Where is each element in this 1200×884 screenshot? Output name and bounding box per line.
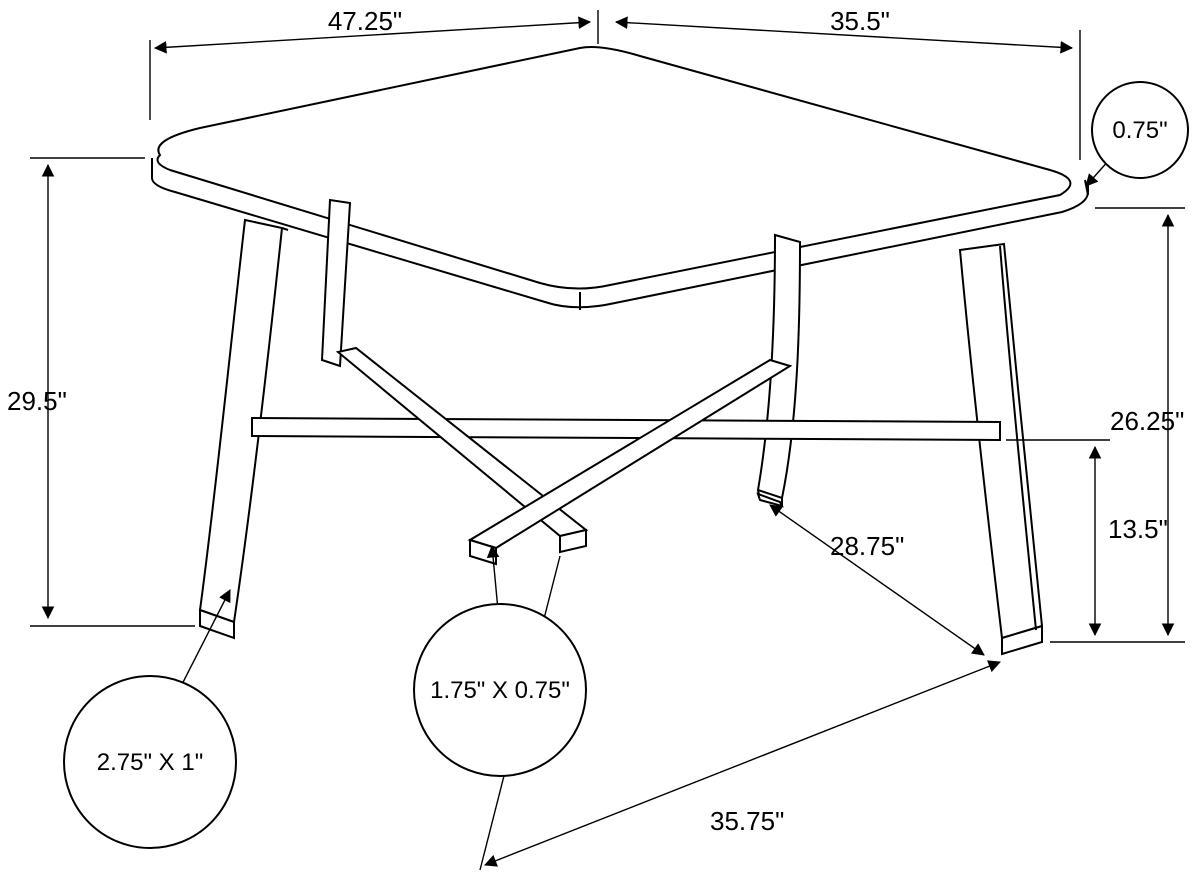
label-top-depth: 35.5": [830, 6, 890, 36]
label-front-span: 35.75": [710, 806, 784, 836]
label-overall-height: 29.5": [7, 386, 67, 416]
table-top: [152, 47, 1088, 310]
label-diag-span: 28.75": [830, 531, 904, 561]
label-top-thickness: 0.75": [1112, 117, 1167, 144]
label-leg-section: 2.75" X 1": [97, 749, 203, 776]
label-stretcher-floor: 13.5": [1108, 514, 1168, 544]
label-top-length: 47.25": [328, 6, 402, 36]
table-dimension-diagram: 47.25" 35.5" 29.5" 26.25" 13.5" 28.75" 3…: [0, 0, 1200, 884]
label-stretcher-section: 1.75" X 0.75": [430, 677, 570, 704]
label-under-top: 26.25": [1110, 406, 1184, 436]
